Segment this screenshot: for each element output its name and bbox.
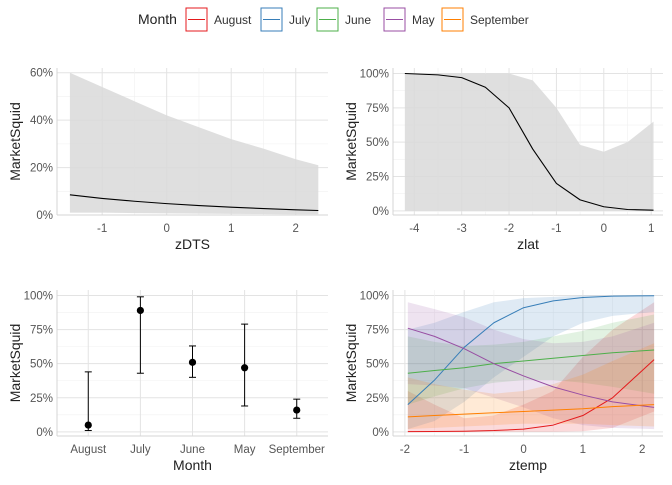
x-tick-label: 2 <box>293 223 299 235</box>
x-tick-label: -2 <box>504 223 514 235</box>
legend-item-may: May <box>383 7 435 32</box>
legend-label: August <box>214 13 252 27</box>
panels: 0%20%40%60%-1 0 1 2zDTSMarketSquid0%25%50%7… <box>7 68 663 473</box>
point-may <box>241 364 249 372</box>
x-tick-label: July <box>130 444 151 456</box>
ci-ribbon-august <box>407 302 655 432</box>
y-tick-label: 75% <box>366 103 389 115</box>
errorbar-may <box>241 323 249 407</box>
x-tick-label: -1 <box>551 223 561 235</box>
y-axis-title: MarketSquid <box>7 102 23 181</box>
x-tick-labels: August July June May September <box>70 444 325 456</box>
legend-label: September <box>470 13 529 27</box>
x-tick-label: August <box>70 444 107 456</box>
y-tick-label: 100% <box>360 290 389 302</box>
y-tick-labels: 0% 25% 50% 75% 100% <box>360 68 389 217</box>
y-tick-labels: 0% 25% 50% 75% 100% <box>360 290 389 438</box>
y-tick-label: 100% <box>24 290 53 302</box>
x-tick-labels: -2 -1 0 1 2 <box>400 444 646 456</box>
data-marks <box>404 72 654 211</box>
y-tick-label: 50% <box>366 137 389 149</box>
series-line-june <box>407 349 655 374</box>
ci-ribbon <box>69 72 319 215</box>
legend-label: July <box>289 13 310 27</box>
y-tick-labels: 0% 20% 40% 60% <box>30 68 53 222</box>
chart-panel-1: 0% 20% 40% 60% -1 0 1 2 zDTS MarketSquid <box>7 68 328 252</box>
gridlines <box>393 290 663 436</box>
point-august <box>84 421 92 429</box>
x-tick-label: 1 <box>228 223 234 235</box>
x-tick-label: 0 <box>163 223 169 235</box>
point-july <box>136 306 144 315</box>
data-marks <box>84 296 301 432</box>
data-marks <box>69 72 319 215</box>
x-tick-label: May <box>234 444 256 456</box>
x-axis-title: ztemp <box>509 457 547 473</box>
legend-label: June <box>345 13 371 27</box>
y-axis-title: MarketSquid <box>7 324 23 403</box>
chart-panel-2: 0% 25% 50% 75% 100% -4 -3 -2 -1 0 1 zlat MarketSquid <box>343 68 663 252</box>
y-tick-label: 20% <box>30 163 53 175</box>
x-axis-title: zDTS <box>175 236 210 252</box>
x-tick-label: September <box>269 444 325 456</box>
y-tick-label: 0% <box>36 210 53 222</box>
point-june <box>188 358 197 366</box>
y-tick-label: 0% <box>36 427 53 439</box>
y-tick-label: 0% <box>372 427 389 439</box>
y-tick-label: 0% <box>372 206 389 218</box>
y-tick-label: 75% <box>366 325 389 337</box>
series-line <box>404 72 654 211</box>
errorbar-september <box>293 398 301 419</box>
x-axis-title: zlat <box>517 236 539 252</box>
y-tick-label: 100% <box>360 68 389 80</box>
x-tick-labels: -1 0 1 2 <box>97 223 299 235</box>
legend-item-june: June <box>316 7 371 32</box>
y-axis-title: MarketSquid <box>343 324 359 403</box>
x-tick-label: -1 <box>459 444 469 456</box>
x-tick-label: 0 <box>601 223 607 235</box>
series-line-september <box>407 404 655 418</box>
point-september <box>293 406 301 414</box>
ci-ribbon-june <box>407 314 655 405</box>
y-axis-title: MarketSquid <box>343 102 359 181</box>
y-tick-label: 25% <box>30 393 53 405</box>
x-tick-label: 2 <box>639 444 645 456</box>
series-line-august <box>407 359 655 433</box>
series-line <box>69 194 319 212</box>
ci-ribbon-july <box>407 295 655 430</box>
legend-label: May <box>412 13 435 27</box>
x-tick-label: 0 <box>520 444 526 456</box>
legend-item-september: September <box>441 7 529 32</box>
legend: Month August July June May September <box>138 7 529 32</box>
x-tick-label: -4 <box>409 223 420 235</box>
x-tick-label: -3 <box>457 223 467 235</box>
y-tick-label: 75% <box>30 325 53 337</box>
y-tick-labels: 0% 25% 50% 75% 100% <box>24 290 53 438</box>
legend-item-july: July <box>260 7 310 32</box>
x-tick-label: -2 <box>400 444 410 456</box>
x-axis-title: Month <box>173 457 212 473</box>
x-tick-label: June <box>180 444 205 456</box>
legend-title: Month <box>138 11 177 27</box>
x-tick-labels: -4 -3 -2 -1 0 1 <box>409 223 654 235</box>
errorbar-august <box>84 371 92 432</box>
x-tick-label: 1 <box>648 223 654 235</box>
chart-panel-3: 0% 25% 50% 75% 100% August July June May Septembe… <box>7 290 328 473</box>
y-tick-label: 40% <box>30 115 53 127</box>
data-marks <box>407 295 655 433</box>
x-tick-label: -1 <box>97 223 107 235</box>
x-tick-label: 1 <box>580 444 586 456</box>
legend-item-august: August <box>185 7 252 32</box>
y-tick-label: 60% <box>30 68 53 80</box>
y-tick-label: 50% <box>366 359 389 371</box>
errorbar-july <box>136 296 144 374</box>
y-tick-label: 25% <box>366 393 389 405</box>
y-tick-label: 25% <box>366 172 389 184</box>
chart-panel-4: 0% 25% 50% 75% 100% -2 -1 0 1 2 ztemp MarketSquid <box>343 290 663 473</box>
errorbar-june <box>188 345 197 378</box>
y-tick-label: 50% <box>30 359 53 371</box>
series-line-may <box>407 327 655 408</box>
